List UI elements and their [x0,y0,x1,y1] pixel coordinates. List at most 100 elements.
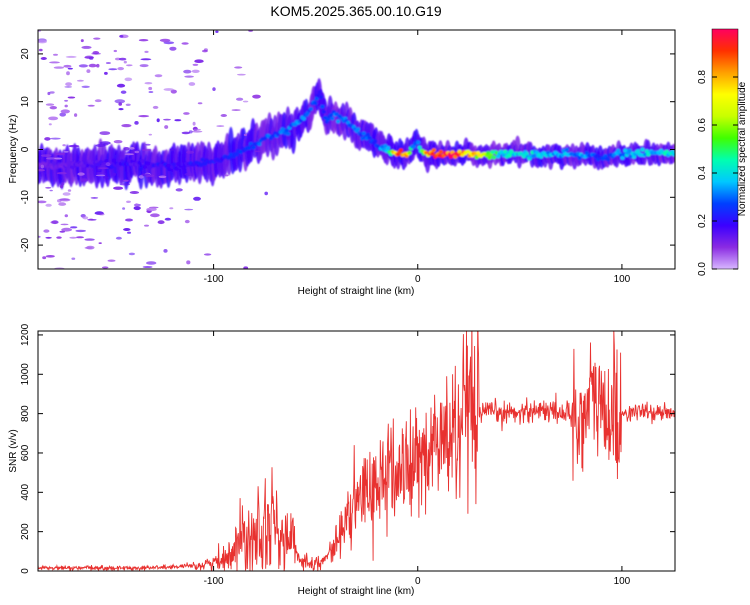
spectrogram-noise [54,152,66,156]
colorbar-gradient [712,29,738,269]
spectrogram-noise [107,259,116,262]
spectrogram-noise [170,89,177,94]
spectrogram-noise [144,82,153,85]
spectrogram-noise [126,64,133,67]
spectrogram-cell [111,158,116,163]
spectrogram-noise [184,208,194,211]
spectrogram-noise [234,66,243,69]
spectrogram-noise [38,39,47,44]
y-tick-label: -20 [20,237,31,252]
spectrogram-noise [141,148,152,152]
spectrogram-noise [192,63,199,66]
spectrogram-noise [139,64,149,68]
spectrogram-cell [430,151,435,156]
colorbar: 0.0 0.2 0.4 0.6 0.8 Normalized spectral ampl… [697,28,748,276]
spectrogram-cell [328,113,334,117]
spectrogram-noise [59,230,66,233]
spectrogram-noise [65,55,77,58]
spectrogram-noise [45,203,52,207]
spectrogram-cell [355,127,361,132]
colorbar-tick-label: 0.0 [697,262,708,276]
spectrogram-noise [169,46,177,51]
spectrogram-x-axis-label: Height of straight line (km) [298,286,415,297]
spectrogram-noise [163,249,168,253]
spectrogram-cell [398,148,404,153]
y-tick-label: 400 [20,484,31,501]
spectrogram-noise [140,58,152,61]
spectrogram-cell [438,149,444,154]
spectrogram-cell [251,145,256,150]
spectrogram-cell [671,152,675,157]
spectrogram-noise [62,192,71,196]
spectrogram-noise [38,48,43,52]
spectrogram-noise [183,69,192,74]
spectrogram-cell [104,158,109,163]
spectrogram-noise [124,153,134,156]
spectrogram-noise [112,172,116,176]
spectrogram-cell [361,131,366,136]
colorbar-tick-label: 0.8 [697,70,708,84]
spectrogram-noise [254,150,261,153]
x-tick-label: 100 [614,576,631,587]
spectrogram-noise [154,74,163,78]
spectrogram-noise [150,213,160,218]
spectrogram-noise [105,62,111,64]
spectrogram-noise [59,112,66,117]
spectrogram-noise [158,175,167,179]
spectrogram-noise [188,82,196,86]
spectrogram-noise [114,99,126,104]
spectrogram-cell [51,161,56,166]
spectrogram-noise [70,226,78,229]
spectrogram-noise [44,137,51,141]
spectrogram-noise [53,53,58,56]
spectrogram-noise [243,133,247,137]
spectrogram-cell [138,167,144,172]
y-tick-label: 10 [20,96,31,108]
spectrogram-noise [264,191,269,196]
spectrogram-noise [38,200,47,204]
spectrogram-cell [285,131,291,136]
spectrogram-noise [184,172,194,176]
spectrogram-noise [133,206,141,211]
spectrogram-noise [145,143,151,146]
spectrogram-noise [163,88,174,91]
spectrogram-noise [75,236,85,239]
spectrogram-noise [118,57,127,61]
spectrogram-noise [186,260,191,265]
spectrogram-noise [40,57,47,60]
spectrogram-cell [171,162,176,167]
spectrogram-noise [61,182,65,186]
spectrogram-noise [122,207,126,210]
spectrogram-cell [257,142,262,147]
spectrogram-noise [62,144,66,147]
spectrogram-cell [334,112,339,116]
spectrogram-noise [144,224,149,227]
spectrogram-frame [37,29,676,270]
y-tick-label: 1000 [20,363,31,386]
spectrogram-noise [191,130,203,133]
spectrogram-noise [71,257,76,260]
spectrogram-noise [98,167,109,170]
x-tick-label: 0 [415,274,421,285]
spectrogram-noise [96,63,100,68]
spectrogram-noise [99,141,111,145]
spectrogram-noise [45,254,55,258]
spectrogram-noise [81,45,92,49]
spectrogram-noise [84,238,95,241]
spectrogram-noise [123,60,127,64]
spectrogram-marks [38,30,675,269]
spectrogram-noise [108,68,118,71]
spectrogram-cell [320,104,325,109]
spectrogram-noise [59,185,64,188]
spectrogram-noise [118,108,124,111]
spectrogram-cell [90,164,95,169]
spectrogram-noise [141,173,151,176]
spectrogram-noise [38,169,45,172]
spectrogram-noise [125,103,131,107]
colorbar-tick-label: 0.6 [697,118,708,132]
spectrogram-noise [216,125,225,127]
spectrogram-cell [200,157,205,162]
spectrogram-noise [104,71,108,75]
spectrogram-noise [163,118,171,121]
spectrogram-noise [186,150,195,154]
